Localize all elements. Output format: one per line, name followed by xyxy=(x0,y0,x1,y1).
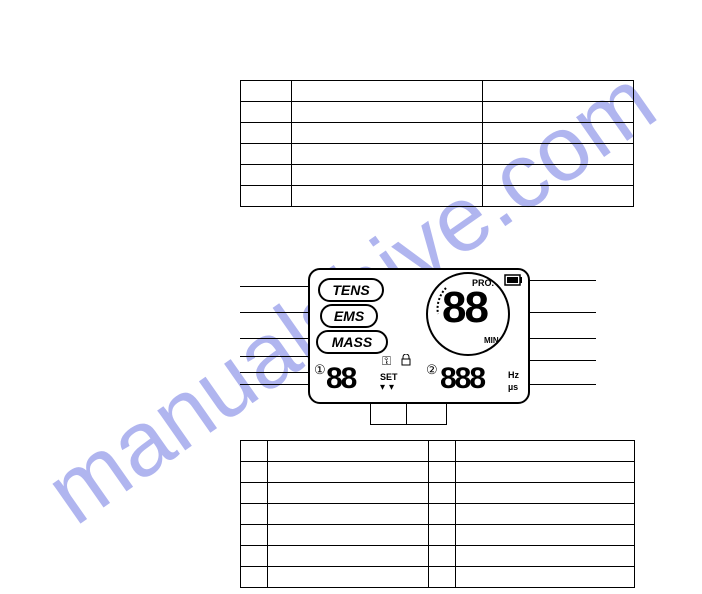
table-row xyxy=(241,81,634,102)
leader-right-4 xyxy=(526,360,596,361)
table-cell xyxy=(268,441,429,462)
table-row xyxy=(241,144,634,165)
table-cell xyxy=(429,546,456,567)
leader-left-6 xyxy=(240,384,308,385)
table-top xyxy=(240,80,634,207)
table-cell xyxy=(456,546,635,567)
table-cell xyxy=(292,144,483,165)
table-cell xyxy=(268,504,429,525)
table-cell xyxy=(429,483,456,504)
program-circle: PRO. 88 MIN xyxy=(426,272,510,356)
table-cell xyxy=(241,567,268,588)
table-cell xyxy=(429,504,456,525)
table-cell xyxy=(456,483,635,504)
ch1-label: ① xyxy=(314,362,326,378)
table-cell xyxy=(241,81,292,102)
table-row xyxy=(241,504,635,525)
table-row xyxy=(241,546,635,567)
table-cell xyxy=(292,165,483,186)
key-icon: ⚿ xyxy=(382,354,391,369)
hz-label: Hz xyxy=(508,370,519,380)
ch2-label: ② xyxy=(426,362,438,378)
table-cell xyxy=(241,546,268,567)
leader-right-1 xyxy=(526,280,596,281)
leader-left-4 xyxy=(240,356,308,357)
table-cell xyxy=(241,525,268,546)
table-cell xyxy=(241,441,268,462)
table-cell xyxy=(456,462,635,483)
table-cell xyxy=(241,483,268,504)
page-root: manualshive.com TENS EMS MASS PRO. 88 MI… xyxy=(0,0,702,594)
pill-mass: MASS xyxy=(316,330,388,354)
table-cell xyxy=(483,165,634,186)
table-cell xyxy=(292,81,483,102)
leader-left-1 xyxy=(240,286,308,287)
table-row xyxy=(241,567,635,588)
table-cell xyxy=(483,144,634,165)
table-row xyxy=(241,186,634,207)
table-cell xyxy=(456,567,635,588)
table-cell xyxy=(241,462,268,483)
leader-left-2 xyxy=(240,312,308,313)
table-bottom xyxy=(240,440,635,588)
table-cell xyxy=(241,504,268,525)
table-cell xyxy=(241,144,292,165)
intensity-digits-left: 88 xyxy=(326,364,355,394)
table-cell xyxy=(483,186,634,207)
table-row xyxy=(241,102,634,123)
table-cell xyxy=(241,165,292,186)
table-cell xyxy=(268,546,429,567)
table-cell xyxy=(292,123,483,144)
table-cell xyxy=(268,567,429,588)
table-cell xyxy=(268,462,429,483)
table-cell xyxy=(292,186,483,207)
leader-right-5 xyxy=(526,384,596,385)
leader-right-2 xyxy=(526,312,596,313)
intensity-digits-right: 888 xyxy=(440,364,484,394)
leader-left-5 xyxy=(240,372,308,373)
table-row xyxy=(241,462,635,483)
table-cell xyxy=(483,123,634,144)
set-label: SET xyxy=(380,372,398,382)
table-cell xyxy=(241,186,292,207)
table-row xyxy=(241,165,634,186)
us-label: µs xyxy=(508,382,518,392)
table-cell xyxy=(483,81,634,102)
lcd-diagram: TENS EMS MASS PRO. 88 MIN ⚿ ① ② 88 xyxy=(308,268,530,404)
pill-tens: TENS xyxy=(318,278,384,302)
leader-right-3 xyxy=(526,338,596,339)
leader-left-3 xyxy=(240,338,308,339)
table-row xyxy=(241,483,635,504)
table-cell xyxy=(429,462,456,483)
table-cell xyxy=(241,123,292,144)
leader-bottom-bar xyxy=(370,424,447,425)
pill-ems: EMS xyxy=(320,304,378,328)
table-row xyxy=(241,525,635,546)
timer-arc-icon xyxy=(428,274,508,354)
table-cell xyxy=(292,102,483,123)
table-cell xyxy=(268,483,429,504)
lock-icon xyxy=(400,354,412,369)
table-cell xyxy=(429,567,456,588)
table-cell xyxy=(429,441,456,462)
arrows-icon: ▾▾ xyxy=(380,382,398,393)
table-cell xyxy=(241,102,292,123)
table-cell xyxy=(429,525,456,546)
table-row xyxy=(241,441,635,462)
table-row xyxy=(241,123,634,144)
table-cell xyxy=(456,504,635,525)
table-cell xyxy=(456,525,635,546)
battery-icon xyxy=(504,274,524,286)
table-cell xyxy=(456,441,635,462)
table-cell xyxy=(483,102,634,123)
table-cell xyxy=(268,525,429,546)
